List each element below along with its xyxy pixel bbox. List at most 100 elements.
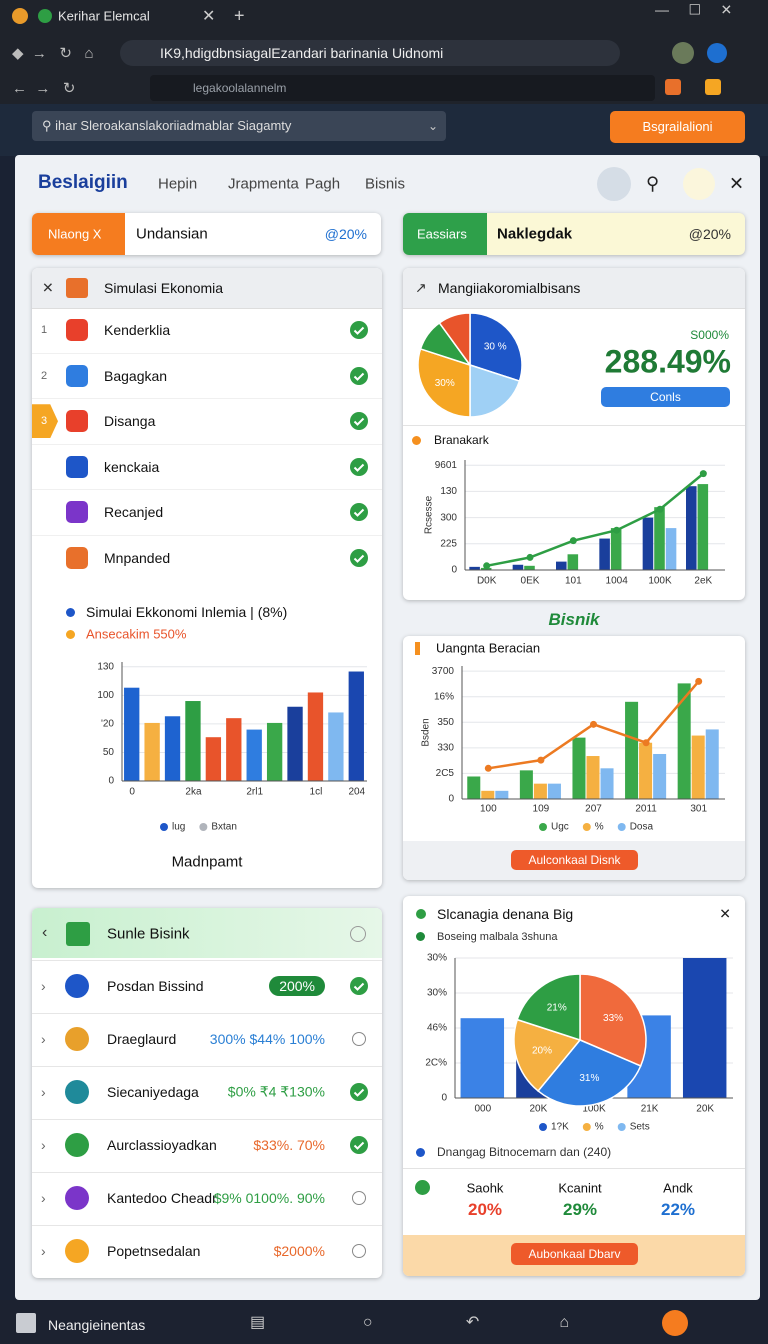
growth-button[interactable]: Aulconkaal Disnk bbox=[511, 850, 638, 870]
divider bbox=[32, 535, 382, 536]
nav-buttons[interactable]: ← → ↻ bbox=[12, 80, 76, 97]
close-icon[interactable]: ✕ bbox=[42, 279, 54, 296]
x-tick-label: 301 bbox=[690, 804, 707, 815]
row-icon bbox=[65, 1133, 89, 1157]
item-label[interactable]: Kenderklia bbox=[104, 322, 171, 338]
nav-item[interactable]: Bisnis bbox=[365, 175, 406, 193]
check-icon bbox=[350, 1136, 368, 1154]
pie-label: 21% bbox=[547, 1003, 567, 1014]
logo[interactable]: Beslaigiin bbox=[38, 172, 128, 193]
legend-label: Bxtan bbox=[211, 822, 237, 833]
status-tag-bg bbox=[32, 213, 125, 255]
bookmark-field[interactable] bbox=[150, 75, 655, 101]
bar bbox=[691, 735, 705, 799]
y-tick-label: 0 bbox=[451, 565, 457, 576]
item-number: 3 bbox=[41, 415, 48, 428]
y-tick-label: 330 bbox=[437, 742, 454, 753]
taskbar-app[interactable]: Neangieinentas bbox=[48, 1317, 146, 1333]
taskbar-icons[interactable]: ▤ ○ ↶ ⌂ bbox=[250, 1314, 570, 1331]
icon-button[interactable] bbox=[683, 168, 715, 200]
check-circle bbox=[350, 412, 368, 431]
icon-button[interactable] bbox=[597, 167, 631, 201]
toolbar-button[interactable]: Bsgrailalioni bbox=[610, 111, 745, 143]
row-chevron[interactable]: › bbox=[41, 1243, 46, 1259]
item-label[interactable]: Disanga bbox=[104, 413, 156, 430]
item-icon bbox=[66, 547, 88, 569]
row-value: $2000% bbox=[273, 1243, 325, 1259]
taskbar-active[interactable] bbox=[662, 1310, 688, 1336]
bar bbox=[705, 729, 719, 799]
extension-icon[interactable] bbox=[665, 79, 681, 95]
close-icon[interactable]: ✕ bbox=[729, 173, 745, 194]
window-controls[interactable]: — ☐ ✕ bbox=[655, 1, 733, 18]
nav-item[interactable]: Hepin bbox=[158, 175, 198, 193]
status-label: Naklegdak bbox=[497, 225, 573, 243]
row-label[interactable]: Posdan Bissind bbox=[107, 978, 204, 994]
app-icon[interactable] bbox=[16, 1313, 36, 1333]
item-label[interactable]: Recanjed bbox=[104, 504, 164, 521]
divider bbox=[32, 1172, 382, 1173]
y-tick-label: 0 bbox=[108, 776, 114, 787]
row-label[interactable]: Draeglaurd bbox=[107, 1031, 177, 1047]
status-ring[interactable] bbox=[350, 926, 366, 942]
check-circle bbox=[350, 366, 368, 385]
line-point bbox=[642, 739, 650, 747]
row-chevron[interactable]: › bbox=[41, 1190, 46, 1206]
line-point bbox=[537, 756, 545, 764]
bar bbox=[686, 486, 697, 570]
item-label[interactable]: Mnpanded bbox=[104, 550, 171, 566]
search-icon[interactable]: ⚲ bbox=[646, 173, 660, 194]
row-chevron[interactable]: › bbox=[41, 1084, 46, 1100]
nav-item[interactable]: Jrapmenta bbox=[228, 175, 299, 193]
nav-buttons[interactable]: ◆ → ↻ ⌂ bbox=[12, 45, 94, 62]
bar bbox=[307, 692, 324, 781]
item-label[interactable]: Bagagkan bbox=[104, 367, 168, 384]
nav-item[interactable]: Pagh bbox=[305, 175, 341, 193]
new-tab[interactable]: + bbox=[234, 5, 245, 26]
x-tick-label: 207 bbox=[585, 804, 602, 815]
check-icon bbox=[350, 503, 368, 522]
extension-icon[interactable] bbox=[705, 79, 721, 95]
overview-button[interactable]: Conls bbox=[601, 387, 730, 407]
row-label[interactable]: Kantedoo Cheadr bbox=[107, 1190, 217, 1206]
stat-label: Kcanint bbox=[558, 1180, 602, 1196]
bar bbox=[697, 484, 709, 570]
divider bbox=[32, 352, 382, 354]
row-chevron[interactable]: › bbox=[41, 978, 46, 994]
legend-swatch bbox=[582, 823, 591, 831]
tab-close[interactable]: ✕ bbox=[202, 8, 216, 25]
row-chevron[interactable]: › bbox=[41, 1031, 46, 1047]
card-icon bbox=[66, 922, 90, 946]
row-label[interactable]: Siecaniyedaga bbox=[107, 1084, 199, 1100]
back-icon[interactable]: ‹ bbox=[42, 924, 48, 941]
profile-icon[interactable] bbox=[707, 43, 727, 63]
y-tick-label: 100 bbox=[97, 690, 114, 701]
row-chevron[interactable]: › bbox=[41, 1137, 46, 1153]
divider bbox=[403, 425, 745, 426]
y-tick-label: '20 bbox=[101, 719, 114, 730]
distribution-button[interactable]: Aubonkaal Dbarv bbox=[511, 1243, 638, 1265]
row-label[interactable]: Aurclassioyadkan bbox=[107, 1137, 217, 1153]
close-icon[interactable]: ✕ bbox=[719, 905, 731, 922]
row-label[interactable]: Popetnsedalan bbox=[107, 1243, 201, 1259]
dropdown-caret[interactable]: ⌄ bbox=[428, 119, 439, 133]
avatar[interactable] bbox=[672, 42, 694, 64]
line-point bbox=[656, 505, 664, 513]
check-circle bbox=[350, 1083, 368, 1101]
address-bar[interactable] bbox=[120, 40, 620, 66]
legend-label: 1?K bbox=[551, 1122, 569, 1133]
line-point bbox=[699, 470, 707, 478]
x-tick-label: 20K bbox=[530, 1104, 548, 1115]
search-box[interactable] bbox=[32, 111, 446, 141]
bar bbox=[185, 701, 201, 781]
expand-icon[interactable]: ↗ bbox=[415, 279, 427, 296]
y-tick-label: 2C5 bbox=[436, 768, 455, 779]
note: Dnangag Bitnocemarn dan (240) bbox=[437, 1145, 612, 1159]
x-tick-label: 2011 bbox=[635, 804, 657, 815]
y-tick-label: 2C% bbox=[425, 1058, 447, 1069]
tab-title[interactable]: Kerihar Elemcal bbox=[58, 8, 150, 24]
row-value: 200% bbox=[269, 976, 325, 996]
item-label[interactable]: kenckaia bbox=[104, 458, 160, 475]
card-title: Slcanagia denana Big bbox=[437, 906, 574, 922]
